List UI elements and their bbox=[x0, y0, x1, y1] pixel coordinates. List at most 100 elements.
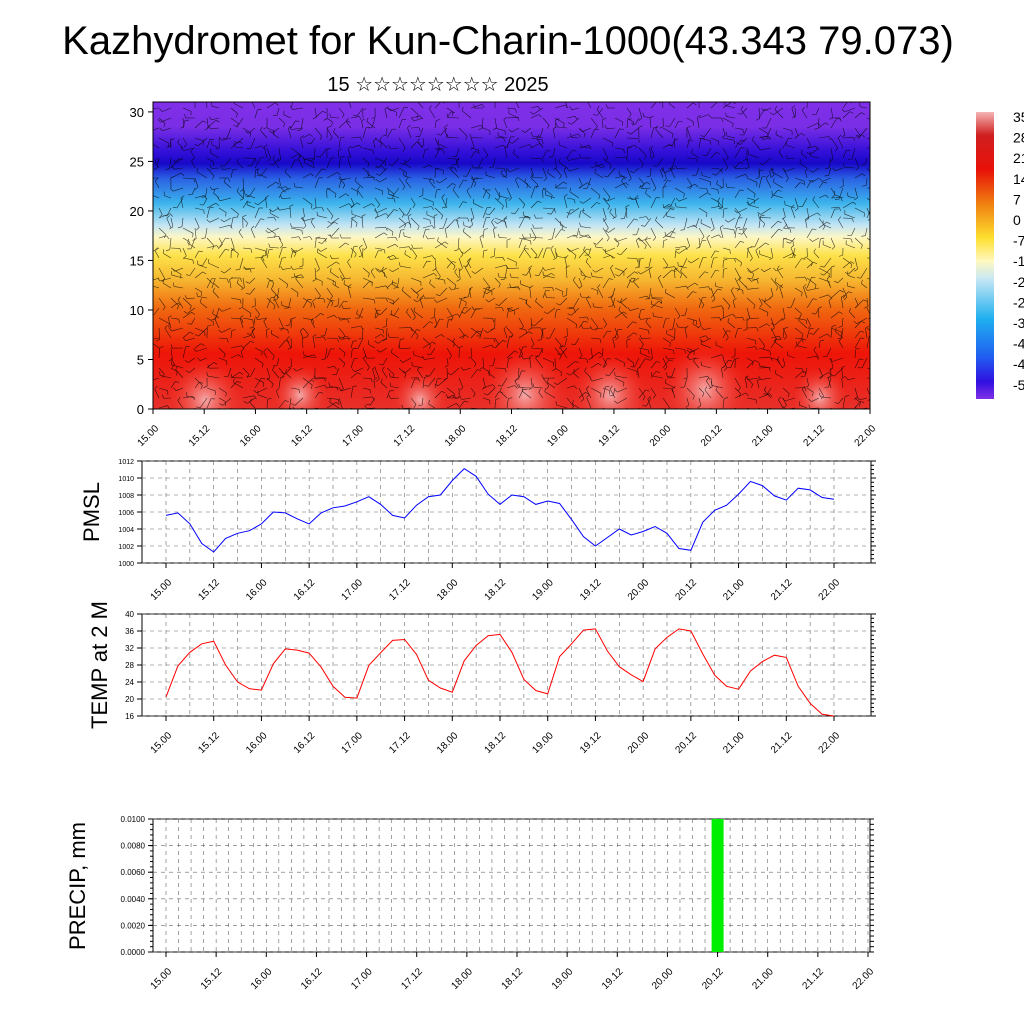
wind-barb bbox=[866, 237, 870, 241]
wind-barb bbox=[818, 372, 829, 379]
wind-barb bbox=[422, 255, 433, 259]
wind-barb bbox=[719, 227, 724, 239]
wind-barb bbox=[797, 345, 808, 349]
wind-barb bbox=[684, 377, 688, 388]
wind-barb-flag bbox=[759, 169, 764, 172]
wind-barb bbox=[844, 166, 856, 169]
wind-barb bbox=[158, 327, 161, 340]
wind-barb-flag bbox=[508, 397, 513, 399]
wind-barb bbox=[287, 407, 292, 409]
wind-barb bbox=[509, 167, 520, 173]
wind-barb-flag bbox=[503, 116, 507, 121]
wind-barb-flag bbox=[170, 344, 173, 349]
wind-barb bbox=[176, 157, 184, 163]
wind-barb bbox=[838, 187, 844, 200]
wind-barb-flag bbox=[542, 140, 544, 145]
wind-barb bbox=[278, 186, 287, 189]
wind-barb bbox=[410, 397, 417, 405]
wind-barb bbox=[822, 244, 832, 249]
wind-barb-flag bbox=[833, 280, 838, 284]
wind-barb-flag bbox=[854, 197, 858, 201]
wind-barb bbox=[842, 237, 852, 240]
wind-barb bbox=[196, 171, 208, 179]
wind-barb-flag bbox=[446, 133, 449, 138]
wind-barb-flag bbox=[487, 414, 489, 418]
wind-barb bbox=[422, 206, 432, 209]
ytick-label: 24 bbox=[125, 678, 134, 687]
wind-barb bbox=[854, 299, 864, 309]
wind-barb-flag bbox=[202, 120, 207, 123]
wind-barb bbox=[566, 234, 575, 239]
wind-barb-flag bbox=[806, 152, 811, 155]
wind-barb-flag bbox=[618, 306, 621, 311]
wind-barb-flag bbox=[222, 415, 224, 418]
wind-barb bbox=[866, 367, 870, 370]
wind-barb-flag bbox=[201, 196, 206, 198]
wind-barb bbox=[199, 397, 208, 408]
wind-barb-flag bbox=[207, 364, 210, 369]
wind-barb-flag bbox=[710, 381, 712, 386]
wind-barb-flag bbox=[326, 147, 331, 150]
wind-barb bbox=[194, 271, 203, 279]
wind-barb-flag bbox=[813, 346, 817, 351]
wind-barb-flag bbox=[675, 248, 680, 251]
wind-barb-flag bbox=[692, 291, 697, 294]
wind-barb bbox=[686, 347, 695, 352]
wind-barb bbox=[686, 291, 693, 299]
wind-barb bbox=[650, 127, 654, 139]
wind-barb bbox=[791, 108, 796, 119]
wind-barb-flag bbox=[317, 248, 321, 252]
xtick-label: 16.12 bbox=[299, 966, 325, 992]
wind-barb bbox=[386, 187, 395, 195]
wind-barb-flag bbox=[837, 134, 842, 139]
wind-barb bbox=[662, 357, 668, 368]
wind-barb bbox=[806, 207, 810, 219]
wind-barb-flag bbox=[299, 327, 304, 332]
wind-barb bbox=[224, 157, 232, 167]
wind-barb-flag bbox=[594, 169, 596, 174]
wind-barb bbox=[206, 207, 210, 219]
wind-barb-flag bbox=[584, 367, 587, 372]
wind-barb-flag bbox=[670, 339, 675, 342]
wind-barb bbox=[422, 177, 434, 181]
wind-barb-flag bbox=[492, 384, 496, 388]
wind-barb-flag bbox=[671, 231, 676, 234]
wind-barb-flag bbox=[431, 206, 434, 211]
wind-barb bbox=[626, 257, 637, 259]
wind-barb-flag bbox=[179, 248, 182, 253]
wind-barb bbox=[566, 247, 577, 256]
wind-barb bbox=[669, 103, 676, 109]
wind-barb-flag bbox=[217, 197, 221, 201]
wind-barb-flag bbox=[491, 344, 495, 349]
wind-barb bbox=[602, 197, 610, 207]
wind-barb-flag bbox=[745, 375, 749, 379]
wind-barb-flag bbox=[569, 307, 574, 309]
wind-barb-flag bbox=[845, 376, 849, 381]
heatmap-xtick-label: 16.00 bbox=[238, 423, 264, 449]
wind-barb bbox=[626, 357, 635, 364]
wind-barb-flag bbox=[704, 386, 708, 391]
wind-barb bbox=[722, 127, 726, 136]
wind-barb-flag bbox=[801, 338, 804, 343]
wind-barb bbox=[416, 297, 424, 303]
wind-barb-flag bbox=[501, 169, 503, 174]
wind-barb bbox=[818, 117, 820, 129]
wind-barb bbox=[206, 157, 215, 163]
wind-barb bbox=[828, 167, 832, 176]
wind-barb bbox=[182, 247, 187, 256]
wind-barb bbox=[160, 277, 172, 282]
wind-barb bbox=[730, 357, 736, 368]
wind-barb bbox=[386, 128, 393, 139]
wind-barb bbox=[482, 229, 485, 239]
wind-barb bbox=[782, 252, 794, 259]
wind-barb bbox=[427, 237, 436, 240]
wind-barb-flag bbox=[801, 133, 805, 136]
wind-barb-flag bbox=[323, 118, 328, 121]
wind-barb bbox=[715, 389, 724, 399]
wind-barb-flag bbox=[748, 246, 753, 249]
wind-barb-flag bbox=[393, 287, 398, 289]
wind-barb-flag bbox=[293, 182, 296, 187]
wind-barb bbox=[470, 151, 475, 159]
wind-barb bbox=[504, 147, 508, 159]
wind-barb bbox=[266, 280, 270, 289]
